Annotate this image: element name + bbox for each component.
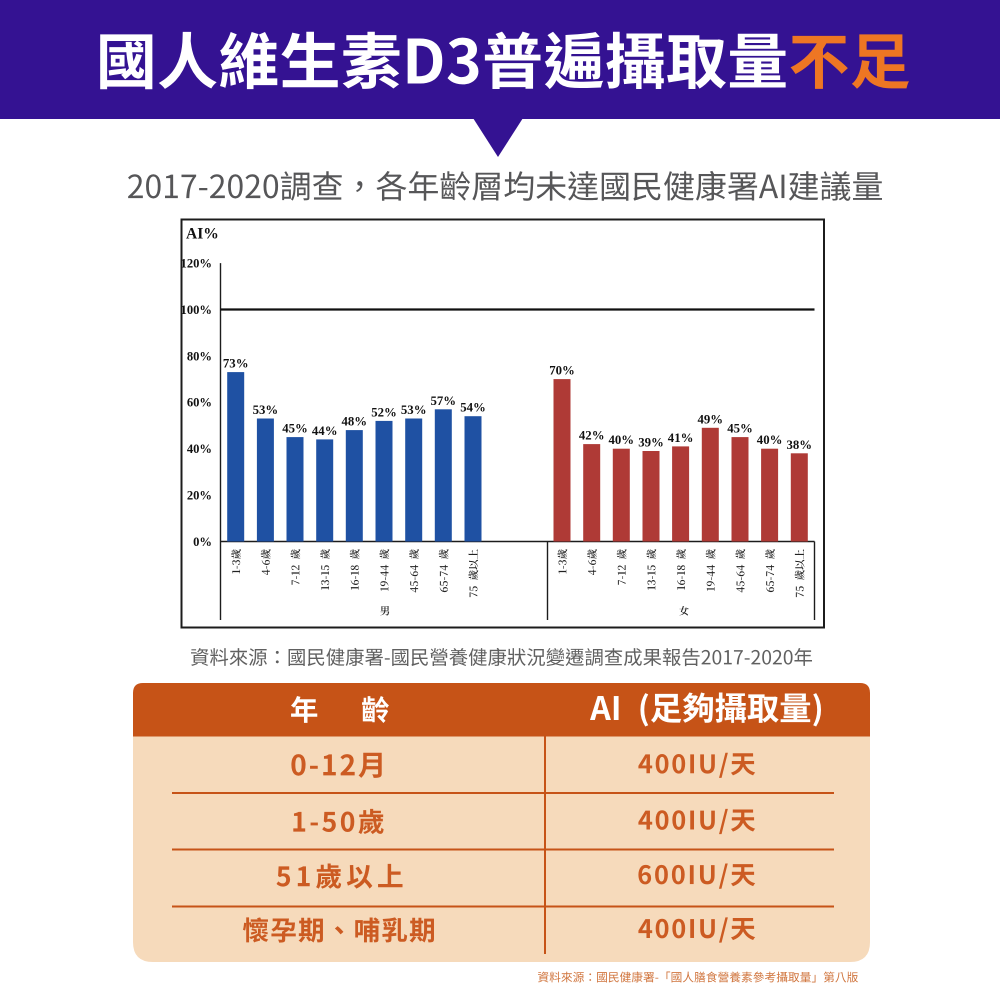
svg-text:42%: 42% (579, 429, 605, 443)
svg-text:41%: 41% (668, 431, 694, 445)
svg-text:53%: 53% (401, 403, 427, 417)
svg-text:57%: 57% (431, 394, 457, 408)
svg-text:120%: 120% (181, 257, 212, 271)
svg-text:73%: 73% (223, 357, 249, 371)
svg-text:49%: 49% (698, 412, 724, 426)
svg-text:39%: 39% (638, 436, 664, 450)
svg-text:20%: 20% (187, 489, 212, 503)
svg-text:53%: 53% (253, 403, 279, 417)
svg-text:60%: 60% (187, 396, 212, 410)
svg-text:0%: 0% (193, 535, 212, 549)
svg-text:40%: 40% (187, 442, 212, 456)
svg-text:100%: 100% (181, 303, 212, 317)
svg-text:44%: 44% (312, 424, 338, 438)
svg-text:AI%: AI% (186, 226, 219, 243)
svg-text:45%: 45% (282, 422, 308, 436)
svg-text:80%: 80% (187, 349, 212, 363)
svg-text:40%: 40% (757, 433, 783, 447)
svg-text:38%: 38% (787, 438, 813, 452)
svg-text:52%: 52% (371, 405, 397, 419)
svg-text:48%: 48% (342, 415, 368, 429)
svg-text:45%: 45% (727, 422, 753, 436)
svg-text:54%: 54% (460, 401, 486, 415)
svg-text:70%: 70% (549, 364, 575, 378)
svg-text:40%: 40% (609, 433, 635, 447)
